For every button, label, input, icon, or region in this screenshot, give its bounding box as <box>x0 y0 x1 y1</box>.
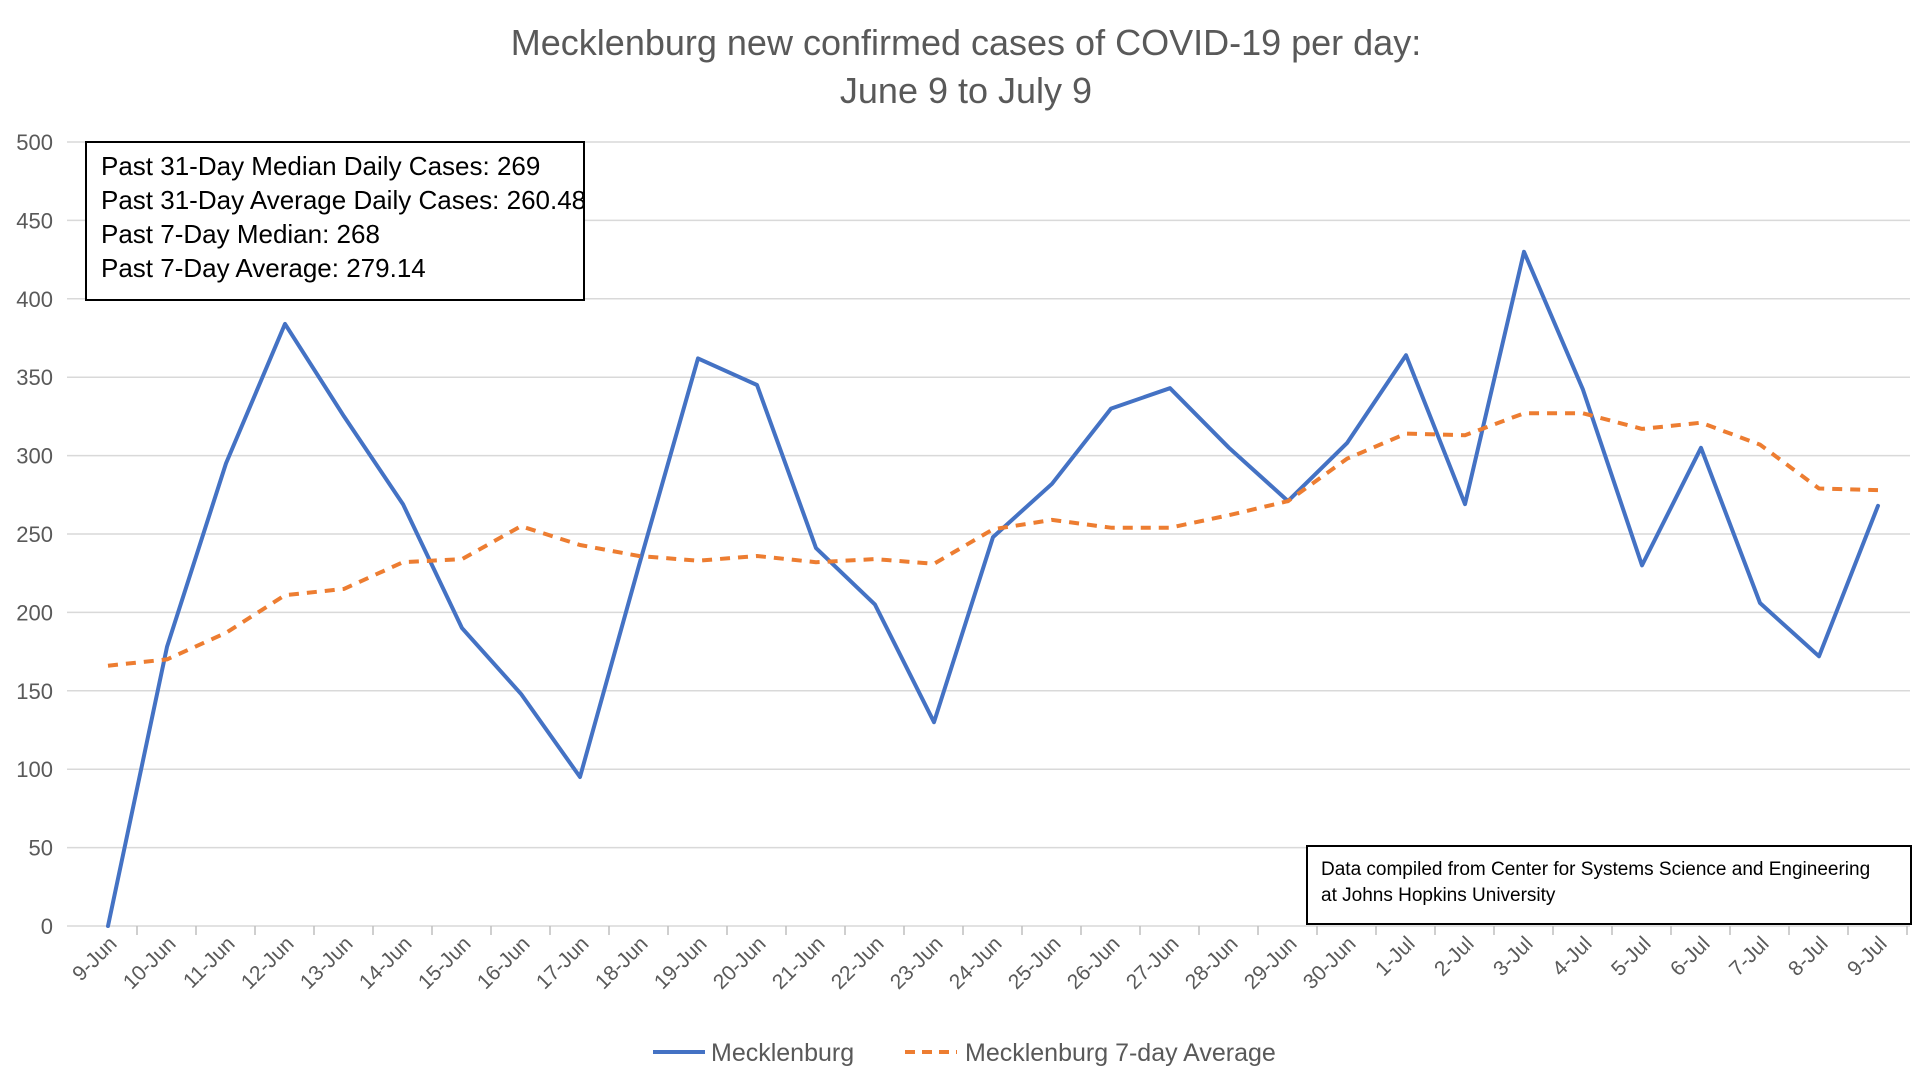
x-axis: 9-Jun10-Jun11-Jun12-Jun13-Jun14-Jun15-Ju… <box>68 926 1908 994</box>
stats-7day-average: Past 7-Day Average: 279.14 <box>101 253 426 283</box>
x-tick-label: 10-Jun <box>119 932 181 994</box>
stats-box: Past 31-Day Median Daily Cases: 269 Past… <box>85 141 586 301</box>
x-tick-label: 3-Jul <box>1489 932 1537 980</box>
y-tick-label: 0 <box>41 914 53 939</box>
x-tick-label: 11-Jun <box>179 932 240 993</box>
y-tick-label: 500 <box>16 130 53 155</box>
x-tick-label: 1-Jul <box>1371 932 1419 980</box>
source-note: Data compiled from Center for Systems Sc… <box>1306 845 1912 925</box>
y-tick-label: 150 <box>16 679 53 704</box>
source-note-line2: at Johns Hopkins University <box>1321 885 1556 906</box>
x-tick-label: 27-Jun <box>1122 932 1184 994</box>
x-tick-label: 13-Jun <box>296 932 358 994</box>
x-tick-label: 29-Jun <box>1240 932 1302 994</box>
x-tick-label: 22-Jun <box>827 932 889 994</box>
x-tick-label: 19-Jun <box>650 932 712 994</box>
x-tick-label: 17-Jun <box>532 932 594 994</box>
x-tick-label: 30-Jun <box>1299 932 1361 994</box>
stats-box-border <box>85 141 585 301</box>
x-tick-label: 9-Jul <box>1843 932 1891 980</box>
x-tick-label: 26-Jun <box>1063 932 1125 994</box>
x-tick-label: 6-Jul <box>1666 932 1714 980</box>
legend: Mecklenburg Mecklenburg 7-day Average <box>653 1039 1276 1067</box>
y-tick-label: 450 <box>16 208 53 233</box>
x-tick-label: 16-Jun <box>473 932 535 994</box>
x-tick-label: 8-Jul <box>1784 932 1832 980</box>
chart-title-line2: June 9 to July 9 <box>840 70 1092 111</box>
y-tick-label: 100 <box>16 757 53 782</box>
x-tick-label: 28-Jun <box>1181 932 1243 994</box>
y-tick-label: 350 <box>16 365 53 390</box>
chart-title-line1: Mecklenburg new confirmed cases of COVID… <box>511 22 1421 63</box>
x-tick-label: 14-Jun <box>355 932 417 994</box>
series-lines <box>106 249 1880 928</box>
y-tick-label: 50 <box>29 836 53 861</box>
y-tick-label: 200 <box>16 600 53 625</box>
stats-31day-median: Past 31-Day Median Daily Cases: 269 <box>101 151 540 181</box>
source-note-line1: Data compiled from Center for Systems Sc… <box>1321 859 1870 880</box>
x-tick-label: 18-Jun <box>591 932 653 994</box>
y-tick-label: 250 <box>16 522 53 547</box>
stats-31day-average: Past 31-Day Average Daily Cases: 260.48 <box>101 185 586 215</box>
x-tick-label: 24-Jun <box>945 932 1007 994</box>
x-tick-label: 12-Jun <box>237 932 299 994</box>
y-axis: 0 50 100 150 200 250 300 350 400 450 500 <box>16 130 53 939</box>
x-tick-label: 5-Jul <box>1607 932 1655 980</box>
legend-label-mecklenburg: Mecklenburg <box>711 1039 854 1067</box>
x-tick-label: 20-Jun <box>709 932 771 994</box>
y-tick-label: 400 <box>16 287 53 312</box>
series-line-mecklenburg <box>106 249 1880 928</box>
x-tick-label: 25-Jun <box>1004 932 1066 994</box>
x-tick-label: 9-Jun <box>68 932 121 985</box>
source-note-border <box>1306 845 1912 925</box>
x-tick-label: 2-Jul <box>1430 932 1478 980</box>
x-tick-label: 21-Jun <box>768 932 830 994</box>
x-tick-label: 15-Jun <box>414 932 476 994</box>
y-tick-label: 300 <box>16 444 53 469</box>
stats-7day-median: Past 7-Day Median: 268 <box>101 219 380 249</box>
x-tick-label: 4-Jul <box>1548 932 1596 980</box>
x-tick-label: 7-Jul <box>1725 932 1773 980</box>
x-tick-label: 23-Jun <box>886 932 948 994</box>
legend-label-7day-average: Mecklenburg 7-day Average <box>965 1039 1276 1067</box>
